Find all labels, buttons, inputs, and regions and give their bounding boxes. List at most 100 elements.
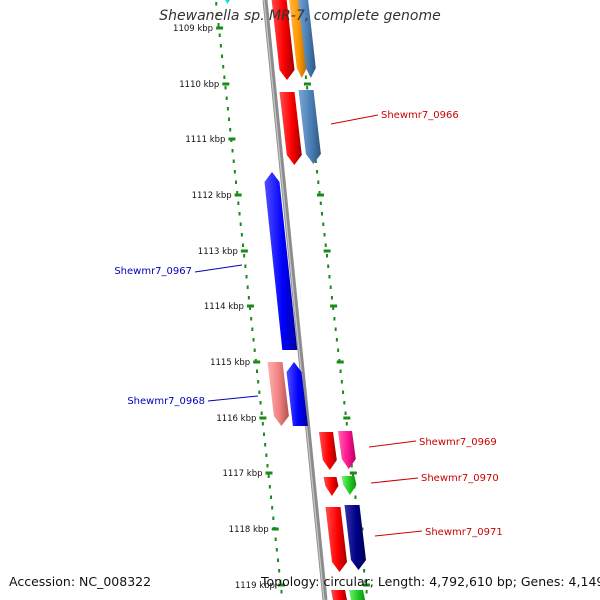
topology-text: Topology: circular; Length: 4,792,610 bp… bbox=[261, 574, 600, 589]
track-dot bbox=[314, 159, 317, 163]
track-dot bbox=[257, 380, 260, 384]
gene-label-shewmr7_0970: Shewmr7_0970 bbox=[421, 473, 499, 484]
track-dot bbox=[270, 495, 273, 499]
tick-label: 1119 kbp bbox=[235, 581, 275, 591]
tick-mark bbox=[336, 360, 344, 364]
track-dot bbox=[276, 558, 279, 562]
tick-mark bbox=[240, 249, 248, 253]
track-dot bbox=[322, 222, 325, 226]
track-dot bbox=[265, 453, 268, 457]
track-dot bbox=[364, 579, 367, 583]
track-dot bbox=[332, 306, 335, 310]
gene-arrow-blue-0967 bbox=[264, 172, 298, 350]
track-dot bbox=[354, 495, 357, 499]
track-dot bbox=[226, 107, 229, 111]
track-dot bbox=[267, 474, 270, 478]
tick-label: 1112 kbp bbox=[192, 191, 232, 201]
track-dot bbox=[239, 222, 242, 226]
track-dot bbox=[231, 149, 234, 153]
gene-leader-line bbox=[370, 477, 419, 484]
tick-mark bbox=[253, 360, 261, 364]
tick-mark bbox=[343, 416, 351, 420]
track-dot bbox=[263, 432, 266, 436]
track-dot bbox=[240, 233, 243, 237]
tick-label: 1116 kbp bbox=[216, 414, 256, 424]
tick-label: 1115 kbp bbox=[210, 358, 250, 368]
genome-backbone bbox=[262, 0, 328, 600]
track-dot bbox=[330, 296, 333, 300]
gene-arrow-steelblue bbox=[298, 0, 316, 78]
gene-label-shewmr7_0971: Shewmr7_0971 bbox=[425, 527, 503, 538]
tick-mark bbox=[303, 82, 311, 86]
track-dot bbox=[244, 264, 247, 268]
gene-leader-line bbox=[330, 114, 379, 125]
gene-arrow-cyan bbox=[224, 0, 230, 4]
track-dot bbox=[222, 65, 225, 69]
track-dot bbox=[229, 128, 232, 132]
track-dot bbox=[318, 191, 321, 195]
gene-leader-line bbox=[374, 530, 423, 537]
track-dot bbox=[319, 201, 322, 205]
tick-label: 1111 kbp bbox=[185, 135, 225, 145]
track-dot bbox=[325, 254, 328, 258]
track-dot bbox=[237, 201, 240, 205]
track-dot bbox=[249, 306, 252, 310]
track-dot bbox=[278, 569, 281, 573]
track-dot bbox=[219, 44, 222, 48]
track-dot bbox=[251, 327, 254, 331]
tick-mark bbox=[363, 583, 371, 587]
track-dot bbox=[345, 422, 348, 426]
tick-mark bbox=[259, 416, 267, 420]
gene-leader-line bbox=[207, 395, 259, 402]
track-dot bbox=[334, 327, 337, 331]
track-dot bbox=[223, 75, 226, 79]
track-dot bbox=[339, 369, 342, 373]
tick-mark bbox=[317, 193, 325, 197]
track-dot bbox=[327, 264, 330, 268]
tick-label: 1109 kbp bbox=[173, 24, 213, 34]
kbp-ticks: 1109 kbp 1110 kbp 1111 kbp 1112 kbp 1113 kbp… bbox=[173, 24, 371, 591]
gene-arrow-green bbox=[349, 590, 365, 600]
track-dot bbox=[304, 75, 307, 79]
track-dot bbox=[253, 348, 256, 352]
track-dot bbox=[279, 579, 282, 583]
gene-arrow-red bbox=[331, 590, 347, 600]
tick-mark bbox=[349, 471, 357, 475]
track-dot bbox=[236, 191, 239, 195]
track-dot bbox=[272, 516, 275, 520]
tick-mark bbox=[271, 527, 279, 531]
gene-arrow-red-0970 bbox=[323, 477, 339, 496]
track-dot bbox=[247, 296, 250, 300]
track-dot bbox=[343, 401, 346, 405]
track-dot bbox=[323, 233, 326, 237]
gene-labels: Shewmr7_0966 Shewmr7_0967 Shewmr7_0968 Shew… bbox=[114, 110, 502, 538]
track-dot bbox=[324, 243, 327, 247]
track-dot bbox=[242, 243, 245, 247]
gene-arrow-navy bbox=[344, 505, 366, 570]
tick-label: 1117 kbp bbox=[222, 469, 262, 479]
track-dot bbox=[217, 23, 220, 27]
accession-text: Accession: NC_008322 bbox=[9, 574, 152, 589]
gene-label-shewmr7_0967: Shewmr7_0967 bbox=[114, 266, 192, 277]
track-dot bbox=[258, 390, 261, 394]
gene-arrow-red-0966 bbox=[279, 92, 302, 165]
gene-arrow-pink bbox=[267, 362, 289, 426]
track-dot bbox=[261, 422, 264, 426]
track-dot bbox=[250, 317, 253, 321]
tick-mark bbox=[323, 249, 331, 253]
track-dot bbox=[337, 348, 340, 352]
tick-label: 1114 kbp bbox=[204, 302, 244, 312]
track-dot bbox=[233, 170, 236, 174]
track-dot bbox=[238, 212, 241, 216]
tick-mark bbox=[277, 583, 285, 587]
backbone-highlight bbox=[263, 0, 325, 600]
gene-arrow-green bbox=[341, 476, 357, 495]
tick-dotted-track-left bbox=[215, 2, 283, 594]
track-dot bbox=[228, 117, 231, 121]
tick-label: 1113 kbp bbox=[198, 247, 238, 257]
tick-label: 1110 kbp bbox=[179, 80, 219, 90]
track-dot bbox=[224, 86, 227, 90]
gene-arrow-orange bbox=[289, 0, 307, 78]
track-dot bbox=[335, 338, 338, 342]
